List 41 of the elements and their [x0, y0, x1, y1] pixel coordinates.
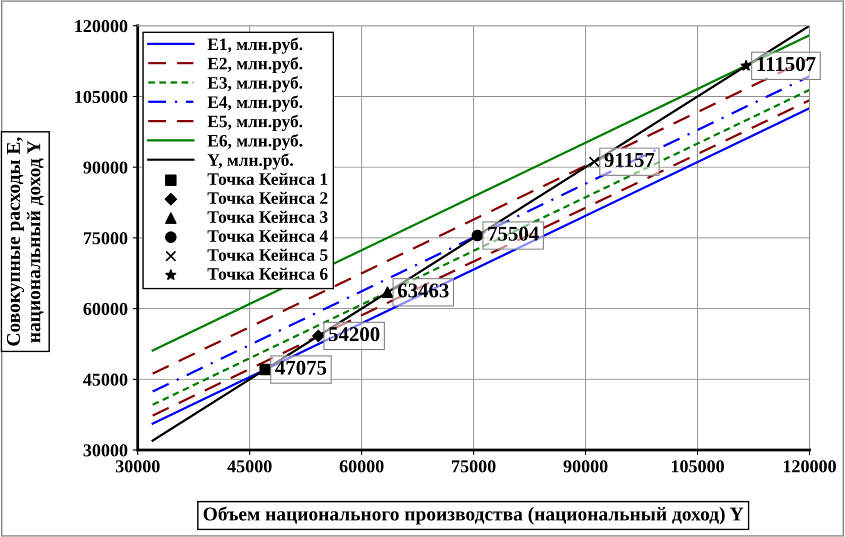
data-label: 54200: [328, 327, 380, 342]
legend-label: Точка Кейнса 1: [208, 172, 328, 185]
legend-label: Точка Кейнса 2: [208, 192, 328, 204]
point: [588, 156, 600, 168]
legend-label: E2, млн.руб.: [208, 56, 302, 74]
y-tick-label: 30000: [84, 444, 128, 456]
legend-label: Точка Кейнса 3: [208, 210, 328, 223]
point: [740, 60, 752, 71]
legend-label: Y, млн.руб.: [208, 153, 293, 170]
y-tick-label: 75000: [84, 232, 128, 244]
point: [312, 330, 325, 342]
x-tick-label: 45000: [227, 460, 272, 472]
x-tick-label: 120000: [784, 460, 836, 472]
point: [259, 364, 271, 376]
x-tick-label: 105000: [672, 460, 724, 472]
legend-label: E1, млн.руб.: [208, 38, 302, 54]
legend-label: E5, млн.руб.: [208, 114, 302, 131]
data-label: 63463: [398, 283, 449, 298]
y-tick-label: 60000: [83, 302, 128, 316]
legend-label: E6, млн.руб.: [208, 134, 302, 150]
legend-label: Точка Кейнса 6: [208, 268, 328, 280]
legend-label: Точка Кейнса 5: [208, 248, 328, 261]
data-label: 91157: [604, 152, 654, 167]
data-label: 47075: [275, 360, 326, 375]
y-tick-label: 120000: [75, 20, 128, 32]
legend-label: E4, млн.руб.: [208, 95, 302, 112]
legend-label: Точка Кейнса 4: [208, 230, 328, 242]
point: [472, 230, 484, 242]
data-label: 75504: [488, 226, 539, 241]
x-axis-title: Объем национального производства (национальный доход) Y: [204, 506, 744, 525]
y-tick-label: 105000: [75, 90, 128, 103]
legend-label: E3, млн.руб.: [208, 76, 302, 92]
x-tick-label: 30000: [116, 460, 160, 472]
x-tick-label: 75000: [452, 460, 496, 472]
point: [382, 286, 394, 298]
x-tick-label: 60000: [340, 460, 384, 472]
data-label: 111507: [758, 56, 816, 72]
y-axis-title: Совокупные расходы E, национальный доход Y: [6, 137, 44, 346]
x-tick-label: 90000: [564, 460, 608, 472]
y-tick-label: 90000: [83, 161, 128, 174]
y-tick-label: 45000: [83, 374, 128, 386]
